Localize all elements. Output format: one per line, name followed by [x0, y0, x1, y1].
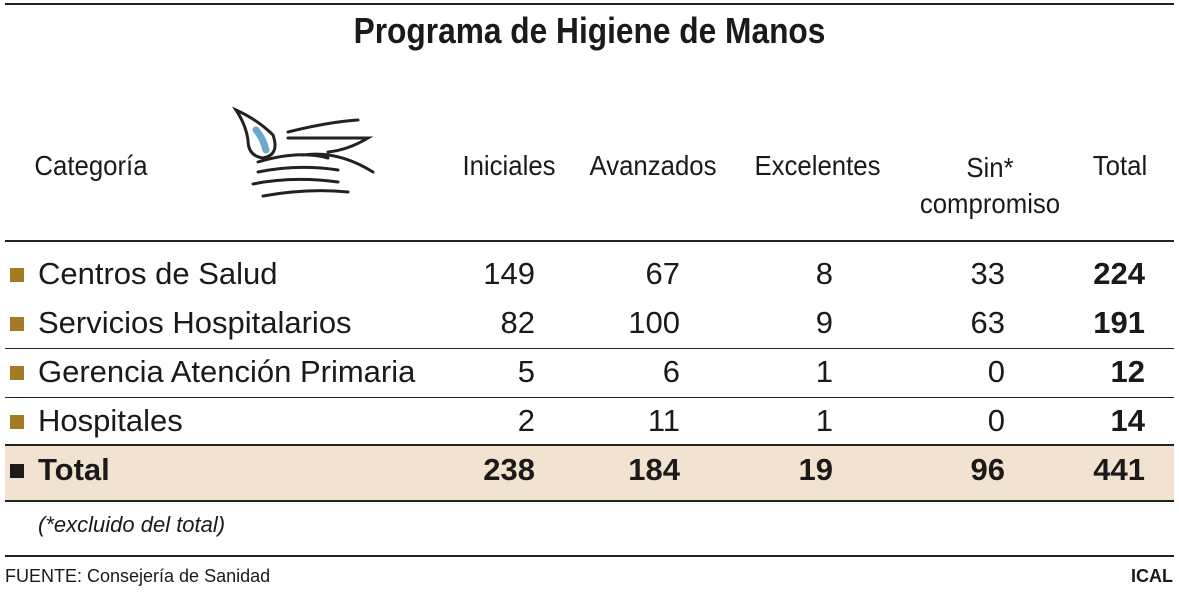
hands-icon — [231, 106, 375, 198]
total-rule — [5, 500, 1174, 502]
value-cell: 67 — [645, 256, 680, 291]
value-cell: 33 — [970, 256, 1005, 291]
total-rule — [5, 444, 1174, 446]
value-cell: 14 — [1110, 403, 1145, 438]
category: Centros de Salud — [38, 256, 278, 291]
header-cell: Total — [1092, 150, 1148, 181]
value-cell: 9 — [815, 305, 833, 340]
header-rule — [5, 240, 1174, 242]
value-cell: 191 — [1093, 305, 1145, 340]
value-cell: 100 — [628, 305, 680, 340]
category: Servicios Hospitalarios — [38, 305, 352, 340]
bullet — [10, 268, 24, 282]
value-cell: 238 — [483, 452, 535, 487]
value-cell: 224 — [1093, 256, 1145, 291]
row-rule — [5, 397, 1174, 398]
value-cell: 82 — [500, 305, 535, 340]
header-cell: Categoría — [34, 150, 148, 181]
value-cell: 96 — [970, 452, 1005, 487]
value-cell: 441 — [1093, 452, 1145, 487]
value-cell: 1 — [815, 403, 833, 438]
value-cell: 11 — [647, 403, 680, 438]
note: (*excluido del total) — [38, 512, 226, 537]
header-cell: Iniciales — [462, 150, 556, 181]
category: Total — [38, 452, 110, 487]
bullet — [10, 464, 24, 478]
value-cell: 8 — [815, 256, 833, 291]
header-cell: Excelentes — [754, 150, 881, 181]
value-cell: 1 — [815, 354, 833, 389]
top-rule — [5, 3, 1174, 5]
value-cell: 2 — [517, 403, 535, 438]
bullet — [10, 415, 24, 429]
credit: ICAL — [1131, 566, 1173, 586]
value-cell: 19 — [798, 452, 833, 487]
total-band — [5, 445, 1174, 500]
header-cell: Avanzados — [589, 150, 717, 181]
value-cell: 63 — [970, 305, 1005, 340]
value-cell: 149 — [483, 256, 535, 291]
value-cell: 5 — [517, 354, 535, 389]
value-cell: 0 — [987, 354, 1005, 389]
source: FUENTE: Consejería de Sanidad — [5, 566, 271, 586]
value-cell: 12 — [1110, 354, 1145, 389]
value-cell: 0 — [987, 403, 1005, 438]
header-cell: Sin* compromiso — [919, 152, 1061, 219]
title: Programa de Higiene de Manos — [353, 10, 826, 51]
value-cell: 184 — [628, 452, 680, 487]
bullet — [10, 317, 24, 331]
category: Gerencia Atención Primaria — [38, 354, 416, 389]
category: Hospitales — [38, 403, 183, 438]
value-cell: 6 — [662, 354, 680, 389]
row-rule — [5, 348, 1174, 349]
footer-rule — [5, 555, 1174, 557]
bullet — [10, 366, 24, 380]
